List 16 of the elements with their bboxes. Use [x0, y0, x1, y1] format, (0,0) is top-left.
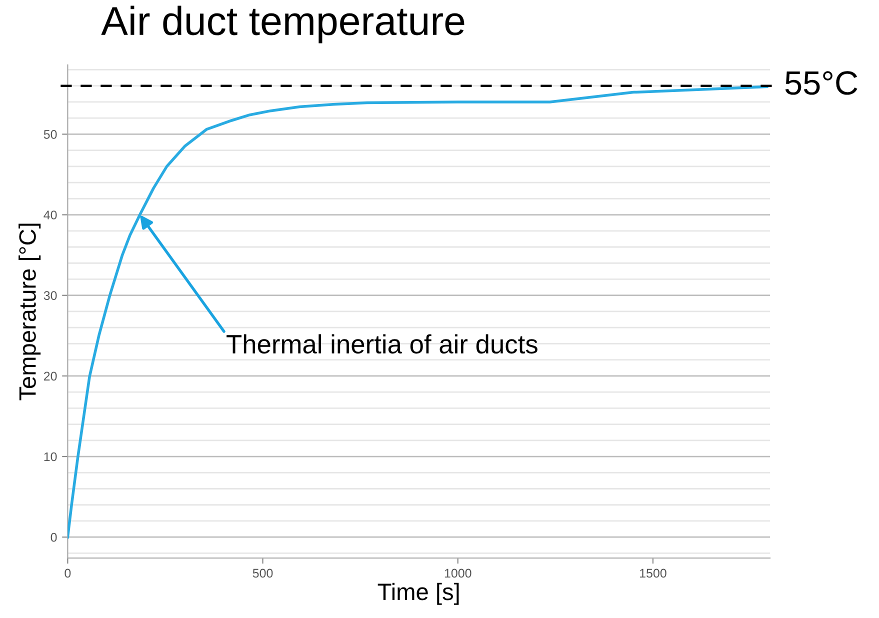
- y-tick-label: 40: [44, 210, 57, 220]
- y-tick-label: 0: [50, 532, 57, 542]
- x-tick-label: 1500: [640, 568, 666, 578]
- y-tick-label: 50: [44, 130, 57, 139]
- y-tick-label: 20: [44, 372, 57, 381]
- line-series: [68, 85, 768, 538]
- x-tick-label: 0: [64, 568, 71, 578]
- y-axis-title: Temperature [°C]: [18, 224, 41, 400]
- y-tick-label: 10: [44, 452, 57, 462]
- ref-line-label: 55°C: [785, 71, 858, 95]
- x-axis-title: Time [s]: [378, 582, 459, 605]
- chart-title: Air duct temperature: [101, 6, 464, 44]
- x-tick-label: 1000: [444, 568, 472, 578]
- y-tick-label: 30: [44, 291, 57, 300]
- x-tick-label: 500: [252, 568, 273, 578]
- annotation: Thermal inertia of air ducts: [226, 334, 538, 354]
